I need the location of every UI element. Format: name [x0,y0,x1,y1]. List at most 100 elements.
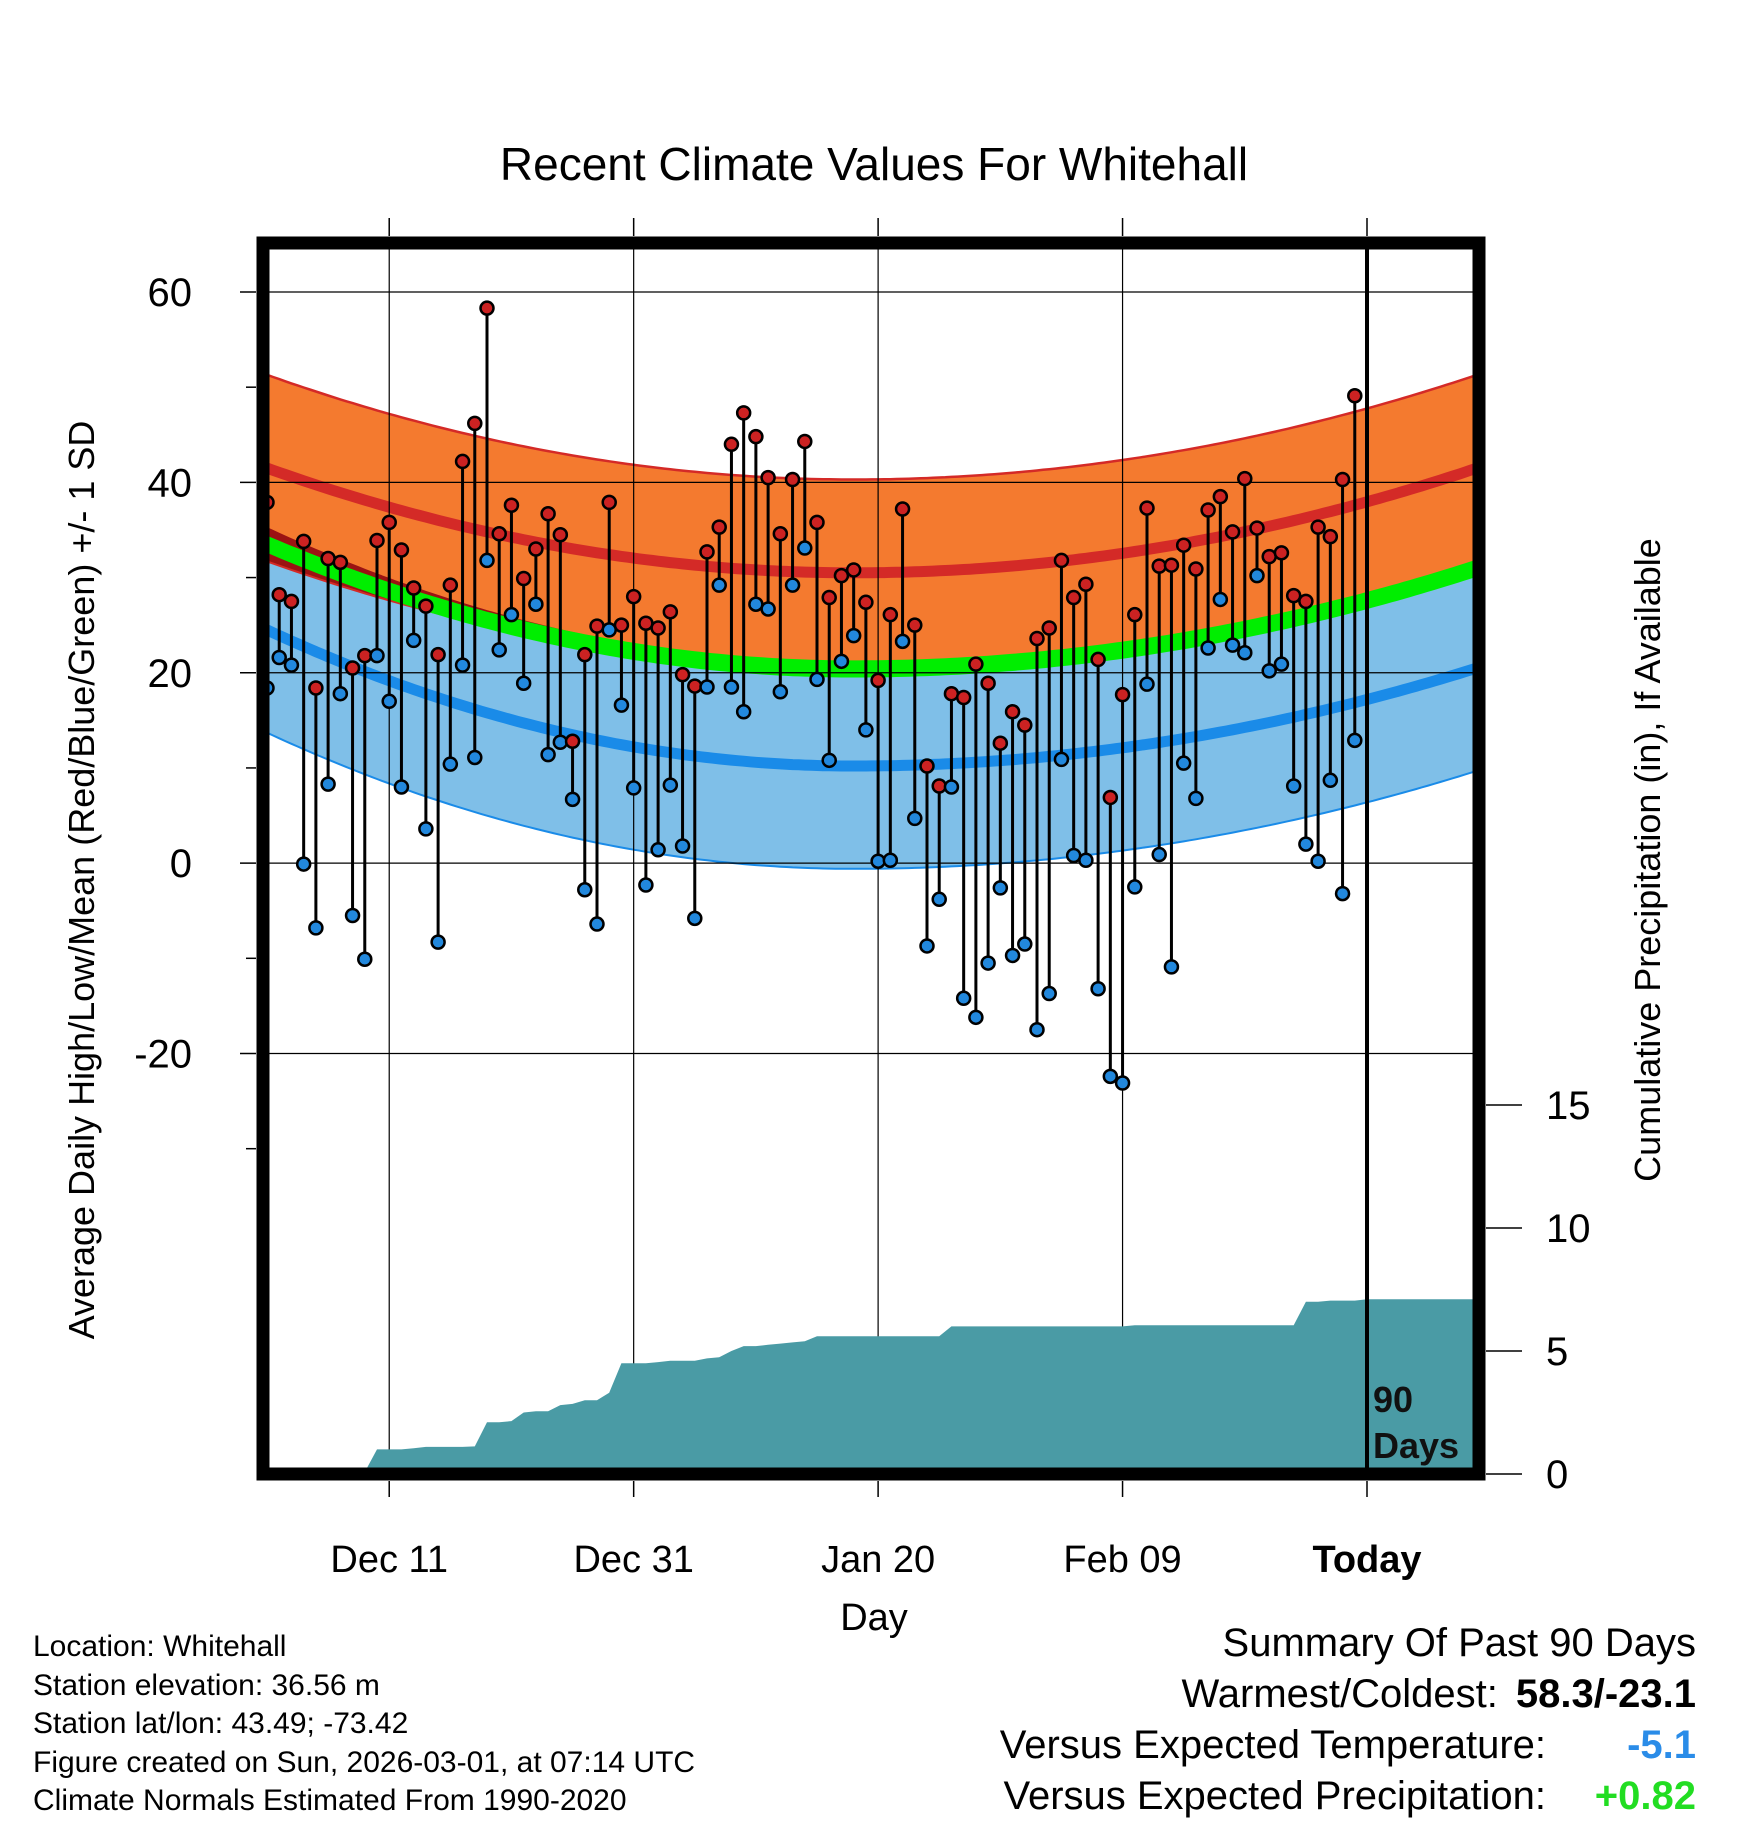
info-latlon: Station lat/lon: 43.49; -73.42 [33,1707,409,1740]
high-point [1078,576,1094,592]
high-point [1273,545,1290,561]
high-point [564,733,581,750]
low-point [882,852,899,869]
low-point [344,907,361,924]
high-point [1127,606,1143,623]
plot-area: 90 Days [263,243,1479,1474]
high-point [344,660,361,676]
low-point [1261,663,1277,679]
info-created: Figure created on Sun, 2026-03-01, at 07… [33,1745,696,1779]
x-axis-label: Day [840,1597,908,1639]
low-point [295,856,312,872]
high-point [992,735,1009,751]
low-point [919,938,935,954]
low-point [1175,755,1192,771]
high-point [699,544,715,560]
x-tick-label: Dec 11 [330,1539,448,1581]
low-point [1041,985,1057,1002]
low-point [418,821,434,837]
low-point [760,601,776,617]
low-point [1200,640,1216,656]
high-point [772,526,789,542]
low-point [271,649,287,666]
daily-stems [265,308,1357,1084]
high-point [1298,593,1314,610]
low-point [711,577,727,593]
low-point [1017,936,1033,952]
y-tick-label: -20 [134,1033,192,1077]
normal-high-line [265,462,1479,579]
x-tick-label: Today [1312,1539,1421,1581]
high-point [540,506,556,522]
high-point [613,617,630,633]
high-point [907,617,923,633]
low-point [442,756,459,772]
low-point [515,675,532,691]
x-tick-label: Feb 09 [1063,1539,1181,1581]
y-tick-label: 40 [148,461,193,505]
y-axis-label: Average Daily High/Low/Mean (Red/Blue/Gr… [61,421,102,1340]
x-tick-label: Jan 20 [821,1539,935,1581]
low-point [638,877,654,893]
high-point [1175,537,1192,553]
y2-tick-label: 5 [1546,1330,1568,1374]
low-point [1053,751,1070,768]
high-point [821,589,837,606]
station-info: Location: Whitehall Station elevation: 3… [33,1628,695,1821]
info-location: Location: Whitehall [33,1630,287,1663]
low-point [430,934,446,950]
low-point [943,779,960,795]
low-point [357,951,373,968]
low-point [1127,879,1143,895]
high-point [748,428,764,445]
high-point [980,675,996,691]
low-point [577,882,593,898]
high-sd-band [267,374,1477,667]
high-point [442,577,459,593]
mean-sd-band [267,535,1477,678]
period-label-number: 90 [1373,1379,1413,1420]
high-point [674,666,691,683]
high-point [491,526,507,542]
low-point [1322,772,1339,789]
low-point [1298,836,1314,852]
high-point [1017,717,1033,733]
high-point [858,594,874,611]
low-point [1285,778,1302,794]
low-point [1310,853,1326,869]
x-tick-label: Dec 31 [573,1539,693,1581]
low-point [723,679,740,695]
low-point [687,910,703,927]
low-point [1188,790,1204,807]
high-point [308,680,324,696]
low-point [992,880,1009,896]
low-point [833,653,850,670]
high-point [955,689,972,706]
high-point [833,567,850,584]
high-point [1029,630,1045,647]
low-point [1347,732,1363,749]
high-point [405,580,422,596]
high-point [1053,552,1070,569]
high-point [1310,519,1326,535]
low-point [1114,1075,1131,1091]
low-point [907,810,923,827]
temp-label: Versus Expected Temperature: [999,1723,1546,1767]
high-point [1212,488,1229,505]
high-point [332,554,349,571]
high-point [711,519,727,535]
period-label-days: Days [1373,1425,1459,1466]
y-tick-label: 60 [148,271,193,315]
high-point [283,593,300,610]
low-point [467,749,483,766]
low-point [1237,645,1253,661]
low-point [454,657,471,673]
low-point [528,596,544,612]
high-point [1334,471,1351,488]
high-point [1041,620,1057,636]
high-point [882,606,899,623]
low-point [564,791,581,808]
high-point [381,514,397,531]
high-point [919,758,935,774]
